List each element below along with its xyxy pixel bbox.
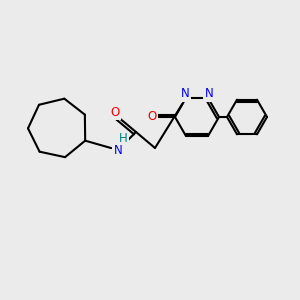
Text: N: N <box>205 87 213 101</box>
Text: N: N <box>114 143 122 157</box>
Text: O: O <box>110 106 120 118</box>
Text: N: N <box>181 87 189 101</box>
Text: H: H <box>118 133 127 146</box>
Text: O: O <box>147 110 157 124</box>
